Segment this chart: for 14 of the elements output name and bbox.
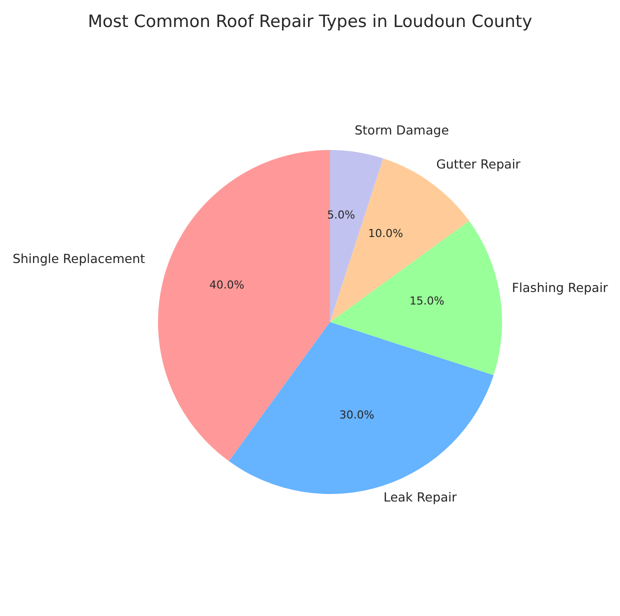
slice-label: Shingle Replacement — [12, 251, 146, 266]
pie-slice — [228, 322, 494, 494]
slice-label: Storm Damage — [354, 122, 450, 138]
slice-label: Leak Repair — [383, 489, 458, 504]
pie-slice — [158, 150, 330, 462]
data-label: 30.0% — [339, 408, 374, 422]
data-label: 10.0% — [368, 227, 404, 240]
chart-title: Most Common Roof Repair Types in Loudoun County — [86, 12, 534, 32]
pie-slice — [330, 220, 502, 376]
slice-label: Flashing Repair — [512, 280, 609, 295]
data-label: 5.0% — [327, 208, 356, 222]
data-label: 15.0% — [409, 294, 444, 308]
data-label: 40.0% — [209, 278, 244, 292]
slice-label: Gutter Repair — [436, 156, 522, 172]
